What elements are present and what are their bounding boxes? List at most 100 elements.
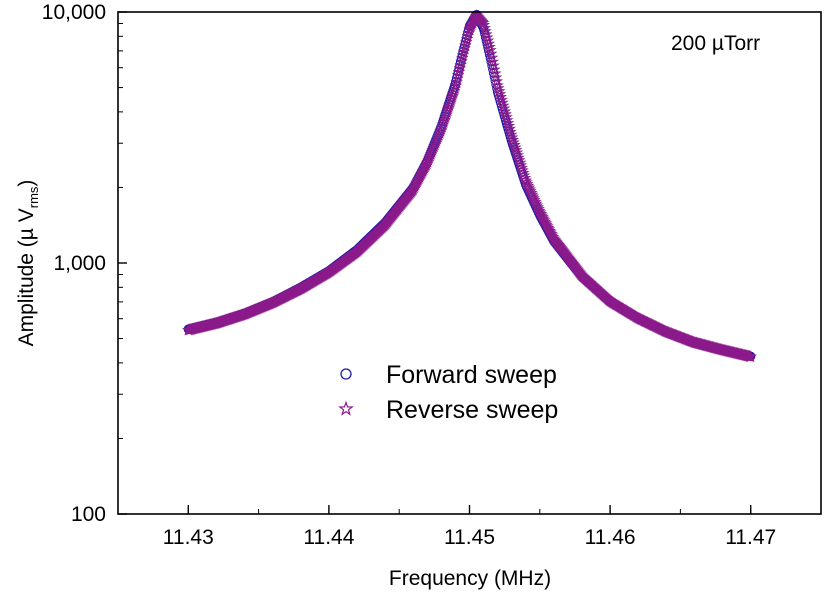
plot-frame: [117, 11, 822, 515]
reverse-sweep-point: [461, 29, 475, 42]
reverse-sweep-point: [492, 84, 506, 97]
reverse-sweep-point: [496, 96, 509, 109]
reverse-sweep-point: [537, 213, 551, 226]
reverse-sweep-point: [516, 163, 529, 176]
reverse-sweep-point: [569, 260, 582, 273]
reverse-sweep-point: [458, 42, 471, 54]
reverse-sweep-point: [453, 61, 467, 74]
reverse-sweep-point: [451, 72, 464, 85]
reverse-sweep-point: [518, 171, 532, 184]
reverse-sweep-point: [450, 75, 463, 88]
reverse-sweep-point: [508, 138, 521, 151]
star-marker-icon: [338, 400, 354, 416]
reverse-sweep-point: [491, 78, 504, 91]
reverse-sweep-point: [554, 240, 567, 253]
x-axis-label: Frequency (MHz): [389, 567, 551, 590]
reverse-sweep-point: [505, 130, 519, 143]
reverse-sweep-point: [533, 204, 546, 217]
reverse-sweep-point: [558, 245, 571, 258]
reverse-sweep-point: [505, 128, 518, 141]
reverse-sweep-point: [517, 168, 531, 181]
y-axis-label-main: Amplitude (µ V: [15, 208, 38, 346]
y-tick-label: 10,000: [42, 1, 106, 24]
legend: Forward sweep Reverse sweep: [338, 361, 558, 424]
reverse-sweep-point: [554, 241, 568, 254]
reverse-sweep-point: [515, 161, 528, 174]
reverse-sweep-point: [557, 244, 570, 257]
reverse-sweep-point: [545, 227, 558, 240]
x-tick-label: 11.45: [444, 526, 495, 549]
reverse-sweep-point: [547, 232, 561, 244]
reverse-sweep-point: [504, 125, 517, 138]
x-tick-label: 11.43: [163, 526, 214, 549]
reverse-sweep-point: [536, 210, 549, 223]
pressure-annotation: 200 µTorr: [671, 32, 760, 55]
reverse-sweep-point: [558, 246, 572, 259]
reverse-sweep-point: [511, 148, 524, 161]
reverse-sweep-point: [499, 107, 512, 120]
x-tick-label: 11.47: [725, 526, 776, 549]
reverse-sweep-point: [483, 40, 496, 53]
reverse-sweep-point: [448, 82, 462, 95]
reverse-sweep-point: [498, 104, 512, 117]
reverse-sweep-point: [513, 153, 526, 166]
reverse-sweep-point: [452, 68, 465, 81]
reverse-sweep-point: [497, 99, 510, 112]
reverse-sweep-point: [478, 21, 491, 34]
reverse-sweep-point: [562, 252, 576, 265]
y-axis-label: Amplitude (µ Vrms): [15, 180, 41, 347]
reverse-sweep-point: [456, 51, 469, 64]
y-tick-label: 1,000: [53, 252, 106, 275]
reverse-sweep-point: [548, 233, 561, 246]
reverse-sweep-point: [571, 263, 585, 276]
reverse-sweep-point: [561, 250, 574, 262]
x-tick-label: 11.46: [585, 526, 636, 549]
reverse-sweep-point: [480, 27, 493, 40]
legend-reverse-label: Reverse sweep: [386, 396, 558, 424]
legend-forward-label: Forward sweep: [386, 361, 557, 389]
y-axis-label-sub: rms: [26, 186, 41, 208]
reverse-sweep-point: [492, 81, 505, 94]
reverse-sweep-point: [566, 256, 579, 269]
reverse-sweep-point: [482, 37, 496, 50]
reverse-sweep-point: [552, 238, 565, 251]
reverse-sweep-point: [460, 35, 473, 48]
reverse-sweep-point: [563, 253, 577, 266]
reverse-sweep-point: [550, 236, 564, 249]
legend-reverse-marker: [338, 400, 354, 416]
reverse-sweep-point: [509, 141, 522, 153]
y-axis-label-close: ): [15, 180, 38, 187]
reverse-sweep-point: [744, 350, 757, 363]
reverse-sweep-point: [541, 219, 554, 232]
reverse-sweep-point: [543, 224, 557, 237]
reverse-sweep-point: [570, 261, 583, 274]
reverse-sweep-point: [533, 205, 547, 218]
reverse-sweep-point: [572, 264, 585, 277]
legend-forward-marker: [340, 368, 352, 380]
reverse-sweep-point: [476, 15, 489, 28]
reverse-sweep-point: [501, 116, 515, 129]
reverse-sweep-point: [565, 255, 578, 268]
reverse-sweep-point: [539, 216, 553, 229]
plot-marks: [182, 8, 757, 363]
x-axis: 11.43 11.44 11.45 11.46 11.47: [117, 505, 822, 549]
reverse-sweep-point: [555, 242, 569, 255]
reverse-sweep-point: [503, 122, 516, 135]
reverse-sweep-point: [514, 158, 528, 171]
reverse-sweep-point: [535, 209, 549, 221]
reverse-sweep-point: [534, 207, 548, 220]
reverse-sweep-point: [560, 249, 573, 261]
reverse-sweep-point: [494, 90, 508, 103]
x-tick-label: 11.44: [303, 526, 354, 549]
reverse-sweep-point: [479, 24, 492, 37]
reverse-sweep-point: [566, 257, 580, 270]
reverse-sweep-point: [500, 110, 513, 123]
reverse-sweep-point: [553, 239, 566, 252]
reverse-sweep-point: [570, 262, 584, 275]
reverse-sweep-point: [502, 119, 516, 132]
reverse-sweep-point: [542, 221, 555, 234]
reverse-sweep-point: [493, 87, 507, 100]
reverse-sweep-point: [544, 225, 557, 238]
reverse-sweep-point: [495, 93, 508, 106]
